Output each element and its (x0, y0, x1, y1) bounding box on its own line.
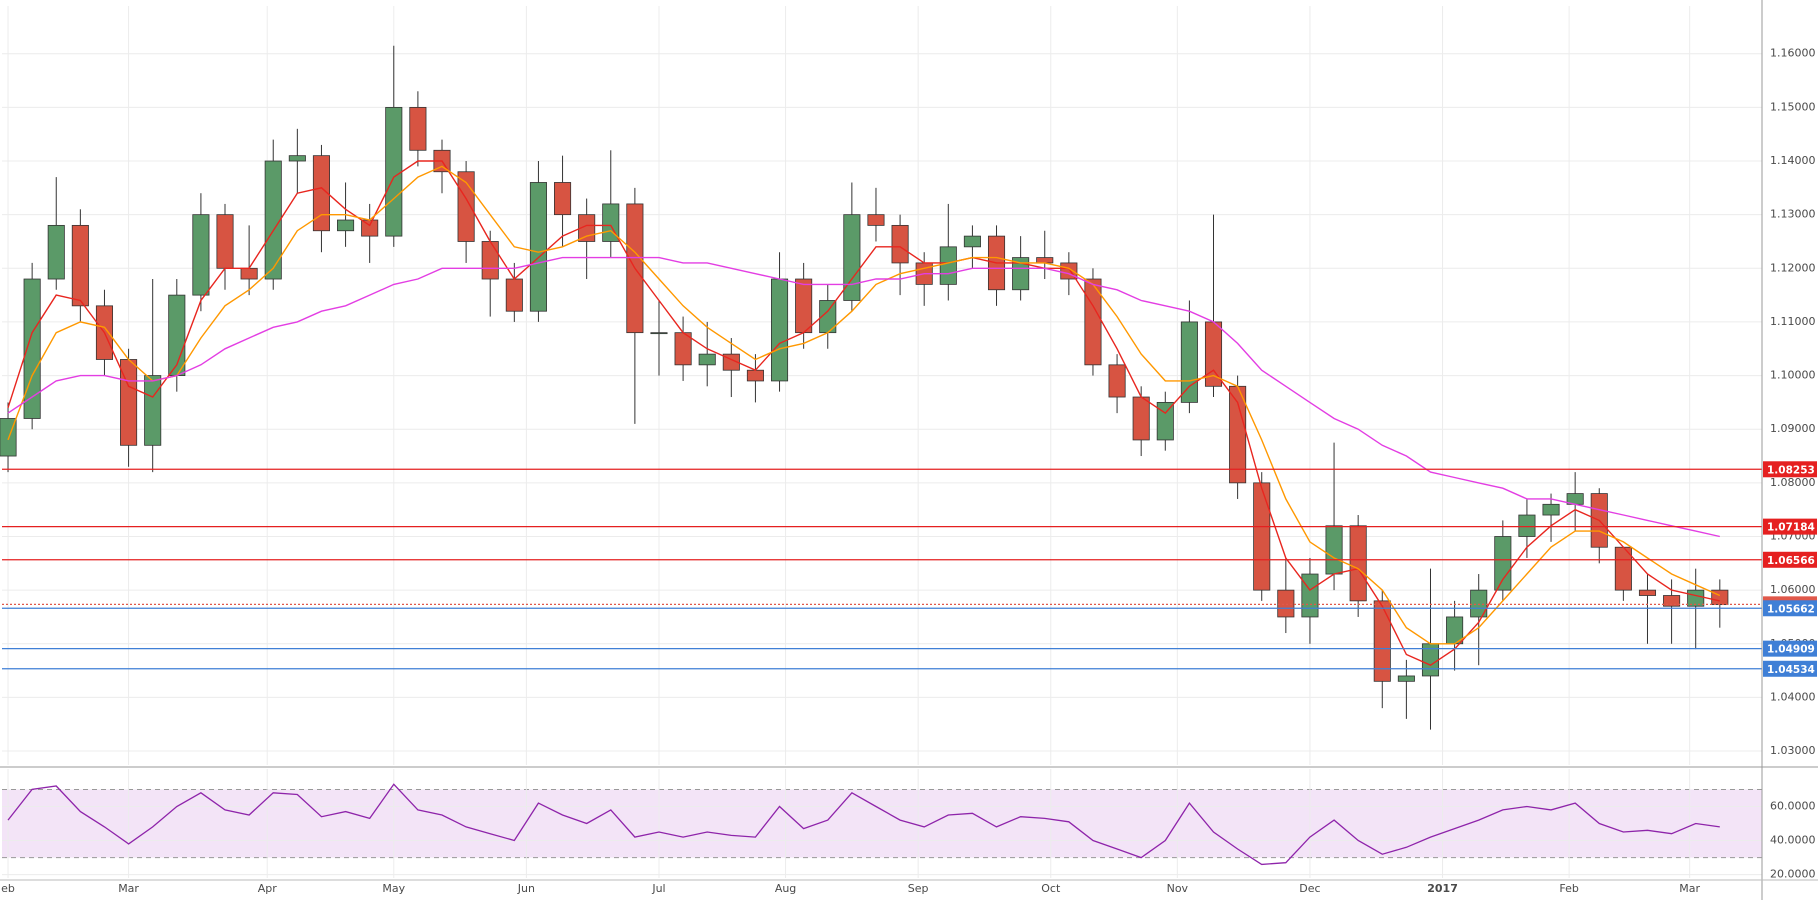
candle-body (795, 278, 813, 334)
candle-body (192, 214, 210, 296)
candle-body (481, 241, 499, 280)
candle-body (409, 106, 427, 151)
level-label: 1.05662 (1767, 603, 1815, 615)
level-label: 1.06566 (1767, 555, 1815, 567)
y-tick-label: 1.04000 (1770, 690, 1816, 703)
candle-body (288, 155, 306, 162)
level-label-box (1763, 640, 1817, 657)
candle-body (963, 235, 981, 248)
candle-body (1156, 401, 1174, 441)
candle-body (529, 182, 547, 312)
candle-body (1663, 595, 1681, 607)
y-tick-label: 60.0000 (1770, 799, 1816, 812)
x-tick-label: May (382, 882, 405, 895)
y-tick-label: 40.0000 (1770, 834, 1816, 847)
candle-body (770, 278, 789, 382)
x-tick-label: Nov (1167, 882, 1189, 895)
level-label-box (1763, 660, 1817, 677)
y-tick-label: 1.15000 (1770, 100, 1816, 113)
candle-body (698, 353, 716, 366)
candle-body (1494, 536, 1512, 591)
candle-body (939, 246, 957, 285)
x-tick-label: Jul (651, 882, 665, 895)
y-tick-label: 1.12000 (1770, 261, 1816, 274)
indicator-line (7, 783, 1720, 866)
x-tick-label: Dec (1299, 882, 1320, 895)
candle-body (1229, 385, 1247, 484)
level-label-box (1763, 551, 1817, 568)
candle-body (1180, 321, 1198, 403)
x-tick-label: Apr (258, 882, 278, 895)
candle-body (1373, 600, 1391, 682)
y-tick-label: 1.09000 (1770, 422, 1816, 435)
candle-body (1132, 396, 1150, 441)
candle-body (457, 171, 475, 242)
y-tick-label: 20.0000 (1770, 868, 1816, 881)
y-tick-label: 1.10000 (1770, 369, 1816, 382)
y-tick-label: 1.08000 (1770, 476, 1816, 489)
candle-body (674, 332, 692, 366)
candle-body (505, 278, 523, 312)
level-label-box (1763, 600, 1817, 617)
level-label: 1.04534 (1767, 664, 1815, 676)
candle-body (361, 219, 379, 237)
price-layer (0, 45, 1762, 866)
level-label: 1.04909 (1767, 644, 1815, 656)
x-tick-label: eb (1, 882, 15, 895)
y-tick-label: 1.16000 (1770, 47, 1816, 60)
x-tick-label: 2017 (1427, 882, 1458, 895)
candle-body (891, 224, 909, 264)
x-tick-label: Aug (775, 882, 796, 895)
indicator-line (7, 256, 1720, 538)
candle-body (1108, 364, 1126, 398)
y-tick-label: 1.11000 (1770, 315, 1816, 328)
indicator-line (7, 165, 1721, 645)
candle-body (1325, 525, 1343, 575)
y-tick-label: 1.13000 (1770, 208, 1816, 221)
axis-layer: 1.030001.040001.050001.060001.070001.080… (1, 47, 1817, 895)
candle-body (216, 214, 234, 269)
candle-body (843, 214, 861, 301)
candle-body (1301, 573, 1319, 618)
candle-body (867, 214, 885, 226)
y-tick-label: 1.03000 (1770, 744, 1816, 757)
x-tick-label: Feb (1559, 882, 1578, 895)
x-tick-label: Jun (517, 882, 535, 895)
candle-body (47, 224, 65, 280)
candle-body (264, 160, 282, 280)
candle-body (1012, 257, 1030, 291)
candle-body (23, 278, 41, 419)
indicator-line (7, 160, 1720, 666)
candle-body (1518, 514, 1536, 537)
candle-body (312, 155, 330, 232)
candle-body (746, 369, 764, 382)
candle-body (650, 332, 668, 335)
level-label-box (1763, 461, 1817, 478)
level-label: 1.07184 (1767, 522, 1815, 534)
candle-body (1542, 503, 1560, 516)
candle-body (71, 224, 89, 307)
candle-body (1470, 589, 1488, 618)
candle-body (1397, 675, 1415, 682)
y-tick-label: 1.06000 (1770, 583, 1816, 596)
candle-body (144, 375, 162, 446)
y-tick-label: 1.14000 (1770, 154, 1816, 167)
x-tick-label: Mar (1679, 882, 1700, 895)
candle-body (1349, 525, 1367, 602)
level-label: 1.08253 (1767, 464, 1815, 476)
candle-body (385, 106, 403, 237)
x-tick-label: Oct (1041, 882, 1061, 895)
candle-body (337, 219, 355, 232)
candle-body (1638, 589, 1657, 596)
x-tick-label: Sep (908, 882, 929, 895)
candle-body (240, 267, 258, 280)
candle-body (1036, 257, 1054, 264)
candle-body (554, 182, 572, 216)
candle-body (1277, 589, 1295, 618)
candle-body (1253, 482, 1271, 591)
x-tick-label: Mar (118, 882, 139, 895)
level-label-box (1763, 518, 1817, 535)
